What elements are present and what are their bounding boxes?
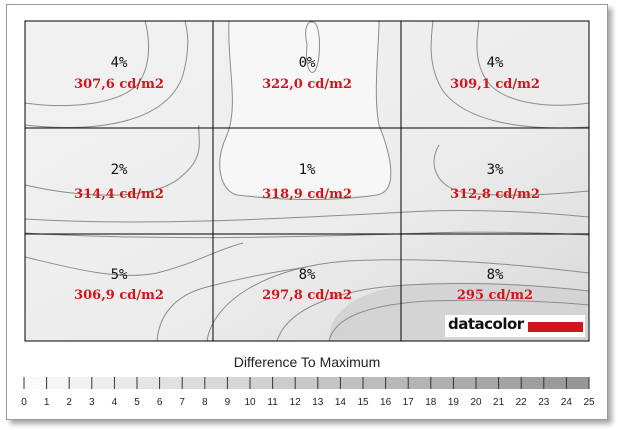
legend-tick-label: 18 [425, 397, 437, 408]
cell-r1c1-luminance: 307,6 cd/m2 [74, 77, 164, 92]
datacolor-logo-text: datacolor [448, 315, 524, 333]
legend-swatch [137, 377, 160, 389]
legend-swatch [340, 377, 363, 389]
legend-swatch [521, 377, 544, 389]
legend-swatch [272, 377, 296, 389]
legend-tick-label: 22 [516, 397, 528, 408]
legend-swatch [91, 377, 115, 389]
legend-tick-label: 15 [357, 397, 369, 408]
cell-r3c2-luminance: 297,8 cd/m2 [262, 288, 352, 303]
legend-swatch [430, 377, 454, 389]
legend-tick-label: 2 [66, 397, 72, 408]
legend-tick-label: 25 [583, 397, 595, 408]
legend-swatch [204, 377, 228, 389]
legend-tick-label: 20 [470, 397, 482, 408]
legend-tick-label: 12 [290, 397, 302, 408]
legend-tick-label: 4 [112, 397, 118, 408]
legend-tick-label: 7 [179, 397, 185, 408]
cell-r2c1-percent: 2% [110, 162, 128, 178]
grid-lines [24, 20, 590, 342]
legend-tick-label: 10 [244, 397, 256, 408]
datacolor-logo: datacolor [445, 315, 585, 337]
legend-tick-label: 17 [403, 397, 415, 408]
legend-swatch [385, 377, 409, 389]
legend-swatch [295, 377, 318, 389]
cell-r3c3-luminance: 295 cd/m2 [456, 288, 534, 303]
legend-tick-label: 9 [225, 397, 231, 408]
legend-tick-label: 3 [89, 397, 95, 408]
cell-r2c2-luminance: 318,9 cd/m2 [262, 187, 352, 202]
cell-r2c1-luminance: 314,4 cd/m2 [74, 187, 164, 202]
legend-swatch [159, 377, 183, 389]
legend-title: Difference To Maximum [233, 354, 381, 370]
legend-tick-label: 19 [448, 397, 460, 408]
legend-scale: 0 1 2 3 4 5 6 7 8 9 10 11 12 13 14 15 16 17 18 19 20 21 22 23 24… [21, 377, 595, 408]
legend-tick-label: 6 [157, 397, 163, 408]
cell-r3c1-percent: 5% [110, 267, 128, 283]
cell-r1c3-percent: 4% [486, 55, 504, 71]
legend-swatch [69, 377, 92, 389]
legend-tick-label: 11 [267, 397, 278, 408]
legend-swatch [114, 377, 137, 389]
legend-tick-label: 8 [202, 397, 208, 408]
legend-swatch [182, 377, 205, 389]
legend-swatch [227, 377, 250, 389]
cell-r1c3-luminance: 309,1 cd/m2 [450, 77, 540, 92]
legend-tick-label: 24 [561, 397, 573, 408]
legend-swatch [408, 377, 431, 389]
legend-swatch [250, 377, 273, 389]
legend-swatch [46, 377, 70, 389]
cell-r3c2-percent: 8% [298, 267, 316, 283]
cell-r1c2-percent: 0% [298, 55, 316, 71]
legend-swatch [543, 377, 567, 389]
legend-swatch [566, 377, 589, 389]
uniformity-heatmap [24, 20, 590, 342]
legend-tick-label: 23 [538, 397, 550, 408]
legend-tick-label: 16 [380, 397, 392, 408]
legend-swatch [453, 377, 476, 389]
legend-tick-label: 14 [335, 397, 347, 408]
legend-tick-label: 1 [44, 397, 50, 408]
cell-r2c3-luminance: 312,8 cd/m2 [450, 187, 540, 202]
legend-tick-label: 5 [134, 397, 140, 408]
legend-swatch [24, 377, 47, 389]
cell-r3c3-percent: 8% [486, 267, 504, 283]
legend-swatch [317, 377, 341, 389]
cell-r1c2-luminance: 322,0 cd/m2 [262, 77, 352, 92]
cell-r1c1-percent: 4% [110, 55, 128, 71]
legend-swatch [476, 377, 499, 389]
uniformity-chart-frame: 4% 307,6 cd/m2 0% 322,0 cd/m2 4% 309,1 c… [6, 4, 608, 420]
legend-tick-label: 13 [312, 397, 324, 408]
legend-swatch [363, 377, 386, 389]
legend-swatch [498, 377, 522, 389]
contour-lines [24, 20, 590, 342]
cell-r2c2-percent: 1% [298, 162, 316, 178]
legend-tick-label: 21 [493, 397, 505, 408]
legend-tick-label: 0 [21, 397, 27, 408]
contour-region-max [219, 21, 391, 195]
cell-r3c1-luminance: 306,9 cd/m2 [74, 288, 164, 303]
cell-r2c3-percent: 3% [486, 162, 504, 178]
datacolor-logo-bar [528, 322, 583, 332]
